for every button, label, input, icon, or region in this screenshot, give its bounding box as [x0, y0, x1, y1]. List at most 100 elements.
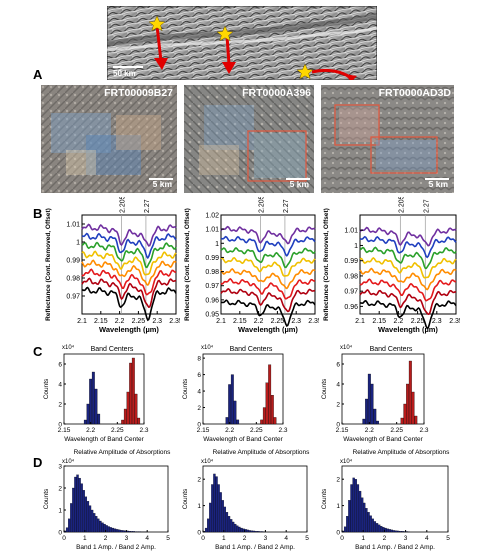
chart-title: Relative Amplitude of Absorptions — [74, 449, 172, 456]
histogram-bar-blue — [94, 388, 98, 425]
histogram-bar-blue — [367, 373, 371, 425]
x-tick-label: 3 — [125, 535, 129, 542]
histogram-bar — [396, 530, 400, 533]
axis-exponent: x10⁴ — [201, 458, 214, 465]
y-tick-label: 0.98 — [205, 269, 219, 276]
x-tick-label: 2.3 — [152, 318, 162, 325]
histogram-bar — [343, 526, 347, 533]
histogram-bar-red — [137, 417, 141, 425]
histogram-bar-red — [268, 364, 272, 425]
y-tick-label: 0.98 — [66, 276, 80, 283]
y-tick-label: 2 — [197, 477, 201, 484]
crism-image: FRT00009B27 5 km — [41, 85, 177, 193]
x-tick-label: 4 — [145, 535, 149, 542]
x-tick-label: 2.35 — [308, 318, 319, 325]
x-tick-label: 5 — [305, 535, 309, 542]
x-tick-label: 0 — [201, 535, 205, 542]
panel-label-b: B — [33, 206, 43, 221]
histogram-bar-blue — [83, 419, 87, 425]
histogram-bar — [113, 528, 117, 533]
y-tick-label: 6 — [336, 362, 340, 369]
x-tick-label: 3 — [404, 535, 408, 542]
histogram-bar-blue — [236, 419, 240, 425]
histogram-bar — [97, 518, 100, 533]
x-tick-label: 1 — [83, 535, 87, 542]
x-tick-label: 1 — [222, 535, 226, 542]
histogram-bar — [365, 508, 368, 533]
histogram-bar — [204, 527, 208, 533]
y-tick-label: 8 — [197, 356, 201, 363]
y-axis-label: Counts — [321, 378, 328, 399]
spectrum-line — [220, 277, 316, 300]
histogram-bar — [80, 483, 83, 533]
x-tick-label: 2.25 — [250, 427, 263, 434]
x-tick-label: 0 — [62, 535, 66, 542]
x-tick-label: 2 — [104, 535, 108, 542]
y-tick-label: 3 — [58, 464, 62, 471]
spectrum-line — [220, 268, 316, 290]
arrow-2 — [222, 35, 236, 74]
chart-title: Relative Amplitude of Absorptions — [353, 449, 451, 456]
histogram-bar — [132, 531, 135, 533]
histogram-bar — [356, 484, 360, 533]
y-tick-label: 1 — [215, 241, 219, 248]
y-tick-label: 0.99 — [344, 258, 358, 265]
histogram-bar-blue — [373, 408, 377, 425]
arrow-3 — [311, 68, 357, 80]
crism-image: FRT0000A396 5 km — [184, 85, 314, 193]
spectrum-line — [359, 278, 457, 302]
spectrum-line — [81, 232, 177, 260]
histogram-bar — [358, 490, 362, 533]
y-tick-label: 2 — [197, 405, 201, 412]
image-scale-label: 5 km — [153, 179, 173, 189]
x-tick-label: 2.15 — [233, 318, 247, 325]
y-tick-label: 0 — [58, 530, 62, 537]
histogram-bar — [74, 476, 77, 533]
x-tick-label: 2.25 — [390, 427, 403, 434]
histogram-bar-blue — [376, 420, 379, 425]
x-tick-label: 2.15 — [197, 427, 210, 434]
histogram-bar — [65, 527, 69, 533]
x-tick-label: 2 — [243, 535, 247, 542]
y-tick-label: 4 — [336, 382, 340, 389]
histogram-bar — [101, 522, 104, 533]
y-tick-label: 6 — [197, 372, 201, 379]
spectrum-line — [81, 250, 177, 276]
histogram-bar — [130, 531, 133, 533]
x-tick-label: 3 — [264, 535, 268, 542]
histogram-bar — [367, 512, 370, 533]
amplitude-ratio-histogram: Relative Amplitude of Absorptions x10⁴ 0 1 2… — [43, 449, 172, 551]
histogram-bar — [254, 531, 258, 533]
y-tick-label: 2 — [58, 402, 62, 409]
y-tick-label: 0.99 — [205, 255, 219, 262]
x-tick-label: 2.1 — [355, 318, 365, 325]
histogram-bar-blue — [365, 398, 369, 425]
histogram-bar — [377, 524, 381, 533]
histogram-bar — [346, 516, 349, 533]
histogram-bar — [107, 526, 110, 533]
histogram-bar — [388, 529, 391, 533]
y-tick-label: 1 — [197, 503, 201, 510]
x-tick-label: 2.3 — [419, 427, 428, 434]
y-tick-label: 0.97 — [66, 294, 80, 301]
x-axis-label: Wavelength of Band Center — [343, 436, 423, 443]
x-axis-label: Band 1 Amp. / Band 2 Amp. — [215, 544, 295, 551]
spectra-chart: 2.205 2.27 2.1 2.15 2.2 2.25 2.3 2.35 0.95 0.96 0.… — [184, 197, 319, 334]
x-tick-label: 2.15 — [372, 318, 386, 325]
y-axis-label: Counts — [43, 378, 50, 399]
x-tick-label: 2.2 — [394, 318, 404, 325]
histogram-bar — [223, 506, 227, 533]
x-axis-label: Band 1 Amp. / Band 2 Amp. — [76, 544, 156, 551]
x-axis-label: Wavelength (µm) — [99, 325, 159, 334]
histogram-bar — [354, 479, 357, 533]
histogram-bar-red — [262, 407, 266, 425]
x-tick-label: 4 — [284, 535, 288, 542]
histogram-bar — [250, 530, 254, 533]
histogram-bar-red — [126, 391, 130, 425]
histogram-bar — [99, 520, 102, 533]
y-tick-label: 0.98 — [344, 273, 358, 280]
band-center-histogram: Band Centers x10⁴ 2.15 2.2 2.25 2.3 0 2 4 6 Wavele… — [43, 344, 149, 443]
histogram-bar-red — [408, 360, 412, 425]
spectrum-line — [81, 241, 177, 269]
histogram-bar — [122, 530, 125, 533]
